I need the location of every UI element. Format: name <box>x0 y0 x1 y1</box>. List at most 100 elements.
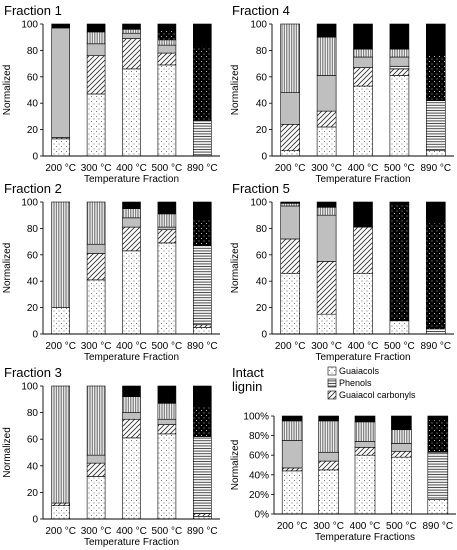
bar-segment-dots <box>280 150 301 157</box>
bar-segment-diag <box>316 110 337 128</box>
bar-segment-diag <box>86 253 106 281</box>
bar-segment-vlines <box>122 28 141 34</box>
bar-segment-black-dots <box>193 46 212 121</box>
chart-title: Fraction 4 <box>232 3 290 18</box>
y-tick-label: 40 <box>27 277 39 288</box>
legend-item: Phenols <box>327 378 372 388</box>
bar-segment-black-dots <box>426 55 446 101</box>
y-tick-label: 60% <box>249 451 269 462</box>
bar-segment-diag <box>318 460 339 471</box>
bar-segment-grey <box>391 443 412 452</box>
bar-segment-black <box>193 385 212 407</box>
x-tick-label: 200 °C <box>45 341 76 352</box>
x-tick-label: 890 °C <box>422 521 453 532</box>
bar-segment-grey <box>122 217 141 228</box>
y-tick-label: 80% <box>249 431 269 442</box>
bar-segment-dots <box>353 85 373 157</box>
bar-segment-dots <box>86 476 106 520</box>
bar-segment-grey <box>389 56 410 67</box>
bar-segment-vlines <box>157 39 177 46</box>
y-tick-label: 80 <box>256 224 268 235</box>
chart-fraction-4: Fraction 4 0 20 40 60 80 100 Normalized 200 °C 30… <box>230 3 454 185</box>
bar-segment-grey <box>280 205 301 240</box>
y-axis-label: Normalized <box>2 243 13 294</box>
chart-fraction-1: Fraction 1 0 20 40 60 80 100 Normalized 200 °C 30… <box>2 3 220 185</box>
y-tick-label: 80 <box>27 46 39 57</box>
x-tick-label: 400 °C <box>350 521 381 532</box>
y-tick-label: 100 <box>21 382 38 393</box>
x-tick-label: 890 °C <box>420 163 451 174</box>
bar-segment-black <box>427 415 449 421</box>
x-tick-label: 300 °C <box>81 341 112 352</box>
bar-segment-dots <box>280 272 301 335</box>
bar-segment-black <box>389 23 410 50</box>
y-axis-label: Normalized <box>2 65 13 116</box>
bar-segment-black <box>122 23 141 30</box>
bar-segment-black-dots <box>427 419 449 453</box>
bar-segment-black <box>193 23 212 47</box>
bar-segment-vlines <box>316 206 337 216</box>
chart-title: Fraction 2 <box>4 181 62 196</box>
bar-segment-dots <box>281 470 303 515</box>
x-tick-label: 890 °C <box>187 341 218 352</box>
bar-segment-black <box>122 201 141 209</box>
y-tick-label: 0 <box>32 152 38 163</box>
y-tick-label: 40 <box>27 461 39 472</box>
bar-segment-dots <box>426 150 446 157</box>
x-tick-label: 300 °C <box>81 526 112 537</box>
bar-segment-dots <box>51 138 71 157</box>
bar-segment-vlines <box>389 48 410 58</box>
chart-fraction-3: Fraction 3 0 20 40 60 80 100 Normalized 200 °C 30… <box>2 365 220 548</box>
bar-segment-dots <box>193 327 212 335</box>
bar-segment-black-dots <box>426 222 446 330</box>
bar-segment-hlines <box>389 65 410 70</box>
y-tick-label: 40 <box>27 99 39 110</box>
bar-segment-dots <box>86 93 106 157</box>
y-tick-label: 20 <box>27 488 39 499</box>
y-tick-label: 60 <box>27 250 39 261</box>
y-tick-label: 0 <box>261 152 267 163</box>
chart-fraction-2: Fraction 2 0 20 40 60 80 100 Normalized 200 °C 30… <box>2 181 220 363</box>
x-tick-label: 890 °C <box>187 526 218 537</box>
x-tick-label: 300 °C <box>81 163 112 174</box>
bar-segment-black-dots <box>389 204 410 322</box>
x-tick-label: 300 °C <box>313 521 344 532</box>
x-axis-label: Temperature Fraction <box>84 174 179 185</box>
y-tick-label: 20 <box>27 125 39 136</box>
bar-segment-diag <box>51 502 71 506</box>
x-tick-label: 500 °C <box>152 526 183 537</box>
bar-segment-diag <box>86 462 106 477</box>
legend-swatch <box>327 390 337 400</box>
x-axis-label: Temperature Fraction <box>315 352 410 363</box>
bar-segment-hlines <box>193 120 212 157</box>
bar-segment-dots <box>157 64 177 157</box>
bar-segment-dots <box>354 454 376 515</box>
x-tick-label: 500 °C <box>152 163 183 174</box>
bar-segment-black <box>389 201 410 205</box>
y-tick-label: 0 <box>32 330 38 341</box>
x-tick-label: 200 °C <box>45 163 76 174</box>
x-tick-label: 500 °C <box>384 341 415 352</box>
x-tick-label: 400 °C <box>348 341 379 352</box>
x-tick-label: 400 °C <box>116 163 147 174</box>
y-tick-label: 60 <box>256 72 268 83</box>
bar-segment-diag <box>281 467 303 472</box>
x-tick-label: 500 °C <box>386 521 417 532</box>
bar-segment-grey <box>86 454 106 464</box>
bar-segment-vlines <box>281 420 303 441</box>
bar-segment-diag <box>389 68 410 76</box>
bar-segment-dots <box>427 499 449 515</box>
bar-segment-vlines <box>86 31 106 45</box>
bar-segment-grey <box>281 440 303 469</box>
bar-segment-black-dots <box>193 405 212 437</box>
bar-segment-hlines <box>193 436 212 514</box>
bar-segment-grey <box>280 92 301 125</box>
y-axis-label: Normalized <box>230 440 241 491</box>
bar-segment-diag <box>157 229 177 244</box>
bar-segment-dots <box>86 279 106 335</box>
bar-segment-vlines <box>122 208 141 219</box>
y-tick-label: 0 <box>261 330 267 341</box>
bar-segment-black <box>426 201 446 224</box>
y-tick-label: 80 <box>256 46 268 57</box>
